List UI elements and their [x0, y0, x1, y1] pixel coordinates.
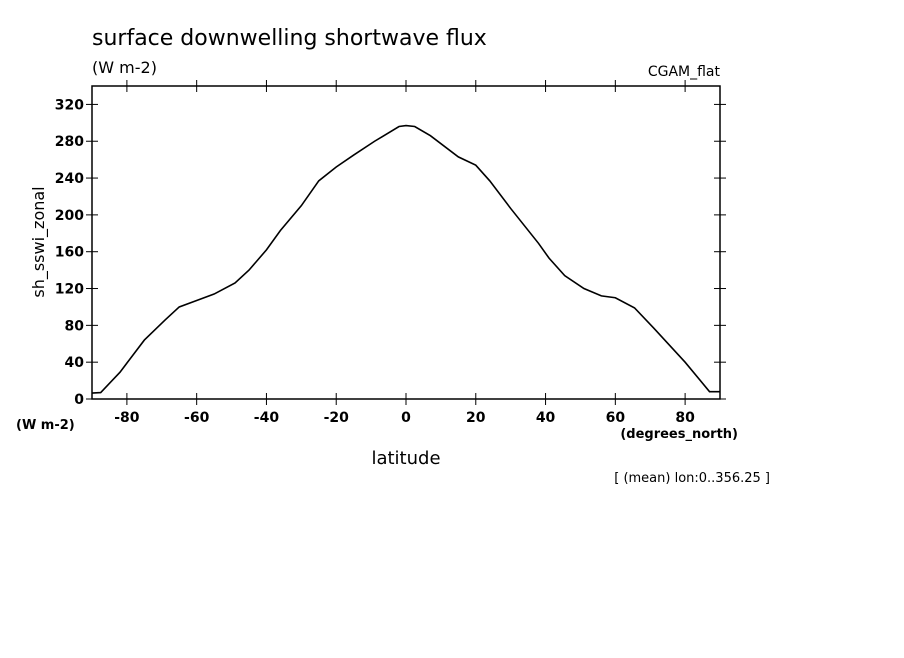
y-tick-label: 320	[55, 97, 84, 113]
x-tick-label: 20	[466, 410, 486, 426]
y-axis-label: sh_sswi_zonal	[29, 186, 49, 297]
y-tick-label: 40	[65, 355, 85, 371]
x-tick-label: -20	[324, 410, 350, 426]
y-tick-label: 0	[74, 392, 84, 408]
x-tick-label: 0	[401, 410, 411, 426]
data-line	[91, 124, 720, 394]
x-tick-label: 40	[536, 410, 556, 426]
footnote: [ (mean) lon:0..356.25 ]	[614, 471, 770, 486]
y-tick-label: 240	[55, 171, 84, 187]
chart-subtitle: (W m-2)	[92, 58, 157, 77]
x-axis-units: (degrees_north)	[620, 427, 738, 442]
y-axis-units: (W m-2)	[16, 418, 75, 433]
x-tick-label: 60	[606, 410, 626, 426]
y-tick-label: 120	[55, 282, 84, 298]
x-tick-label: -40	[254, 410, 280, 426]
y-tick-label: 80	[65, 318, 85, 334]
chart-title: surface downwelling shortwave flux	[92, 26, 487, 51]
x-axis-label: latitude	[371, 448, 440, 469]
x-tick-label: -80	[114, 410, 140, 426]
x-tick-label: 80	[675, 410, 695, 426]
plot-frame	[91, 85, 721, 400]
y-tick-label: 280	[55, 134, 84, 150]
y-tick-label: 200	[55, 208, 84, 224]
x-tick-label: -60	[184, 410, 210, 426]
dataset-label: CGAM_flat	[648, 64, 721, 80]
y-tick-label: 160	[55, 245, 84, 261]
